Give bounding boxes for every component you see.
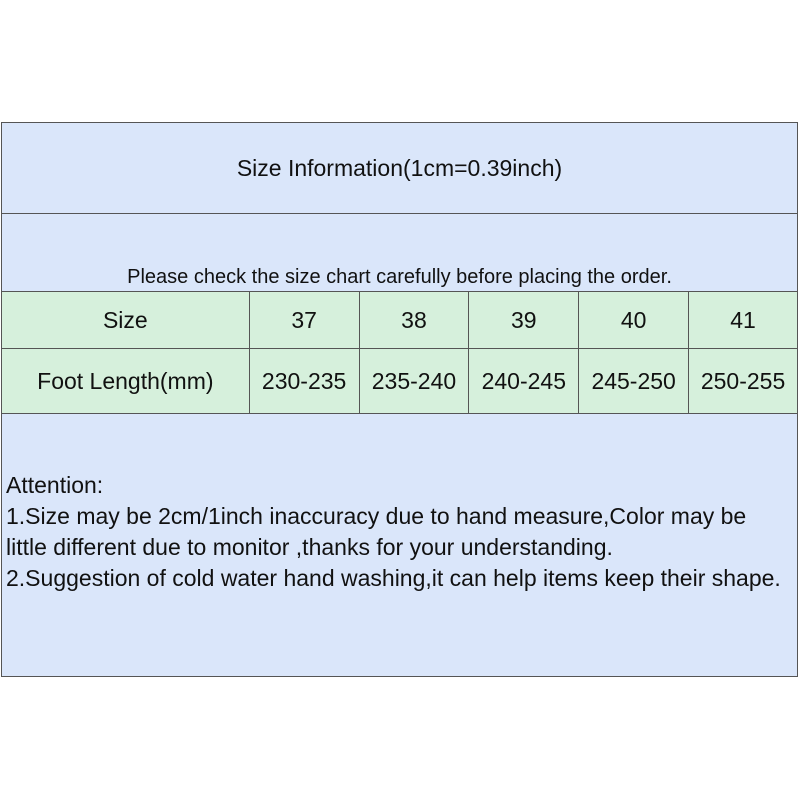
size-cell: 38 <box>358 291 470 349</box>
attention-item: 1.Size may be 2cm/1inch inaccuracy due t… <box>6 503 747 560</box>
size-label: Size <box>1 291 250 349</box>
length-cell: 240-245 <box>468 348 580 414</box>
size-row: Size 37 38 39 40 41 <box>1 291 798 349</box>
size-table: Size 37 38 39 40 41 Foot Length(mm) 230-… <box>1 291 798 414</box>
size-cell: 37 <box>248 291 360 349</box>
size-cell: 40 <box>578 291 690 349</box>
attention-item: 2.Suggestion of cold water hand washing,… <box>6 565 781 591</box>
foot-length-row: Foot Length(mm) 230-235 235-240 240-245 … <box>1 348 798 414</box>
attention-heading: Attention: <box>6 472 104 498</box>
size-cell: 39 <box>468 291 580 349</box>
foot-length-label: Foot Length(mm) <box>1 348 250 414</box>
size-cell: 41 <box>688 291 798 349</box>
length-cell: 230-235 <box>248 348 360 414</box>
size-info-title: Size Information(1cm=0.39inch) <box>1 122 798 214</box>
length-cell: 245-250 <box>578 348 690 414</box>
length-cell: 250-255 <box>688 348 798 414</box>
length-cell: 235-240 <box>358 348 470 414</box>
attention-section: Attention: 1.Size may be 2cm/1inch inacc… <box>1 413 798 677</box>
order-note: Please check the size chart carefully be… <box>1 213 798 292</box>
